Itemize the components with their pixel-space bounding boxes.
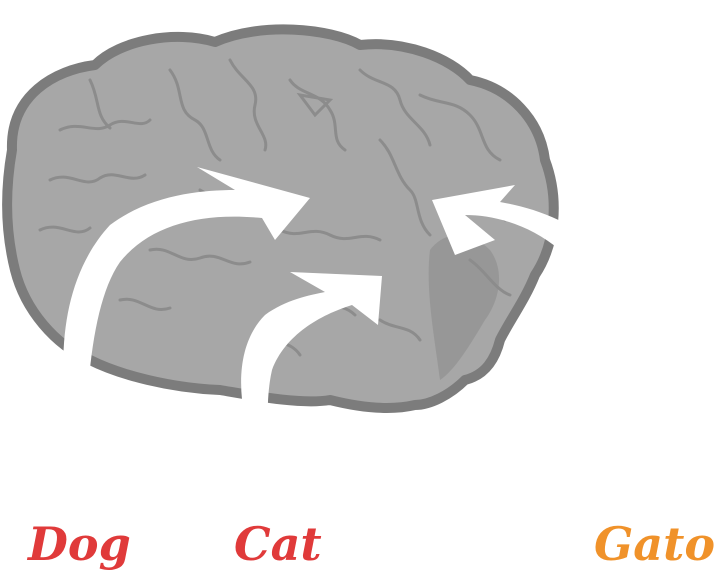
curved-arrow-icon (63, 167, 311, 487)
curved-arrow-icon (432, 185, 662, 487)
brain-sulci (38, 58, 512, 357)
arrows (63, 167, 662, 487)
label-gato: Gato (594, 517, 715, 571)
labels: Dog Cat Gato (26, 517, 715, 571)
curved-arrow-icon (241, 272, 382, 487)
label-cat: Cat (234, 517, 322, 571)
label-dog: Dog (26, 517, 131, 571)
